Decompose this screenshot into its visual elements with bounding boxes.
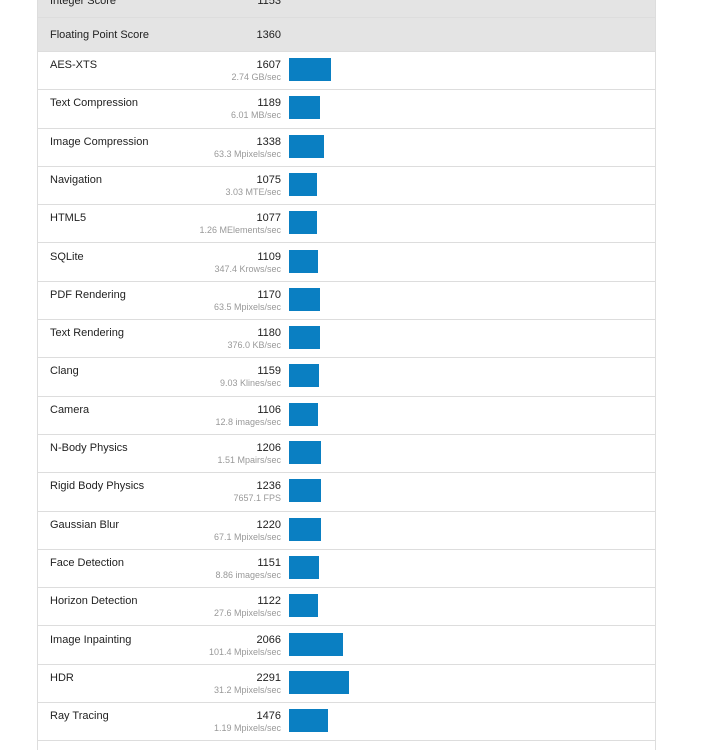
benchmark-rate: 8.86 images/sec bbox=[215, 569, 281, 580]
benchmark-row: Text Compression 1189 6.01 MB/sec bbox=[38, 90, 655, 129]
benchmark-name: Gaussian Blur bbox=[50, 518, 120, 531]
benchmark-score: 1122 bbox=[257, 595, 281, 608]
benchmark-row: Clang 1159 9.03 Klines/sec bbox=[38, 358, 655, 397]
benchmark-name: Text Compression bbox=[50, 97, 139, 110]
benchmark-rate: 63.5 Mpixels/sec bbox=[213, 301, 281, 312]
benchmark-score: 1206 bbox=[256, 442, 281, 454]
benchmark-score: 2291 bbox=[256, 671, 281, 684]
score-bar bbox=[289, 249, 319, 273]
benchmark-rate: 3.03 MTE/sec bbox=[225, 186, 281, 197]
benchmark-name: Text Rendering bbox=[50, 327, 124, 340]
header-name: Floating Point Score bbox=[50, 29, 150, 41]
score-bar bbox=[289, 594, 319, 618]
benchmark-rate: 27.6 Mpixels/sec bbox=[213, 608, 281, 619]
benchmark-rate: 347.4 Krows/sec bbox=[214, 263, 281, 274]
score-bar bbox=[289, 441, 321, 464]
benchmark-row: AES-XTS 1607 2.74 GB/sec bbox=[38, 52, 655, 91]
benchmark-score: 2066 bbox=[256, 633, 281, 646]
benchmark-name: Face Detection bbox=[50, 556, 124, 569]
benchmark-name: N-Body Physics bbox=[50, 442, 128, 454]
benchmark-row: HTML5 1077 1.26 MElements/sec bbox=[38, 205, 655, 244]
score-bar bbox=[289, 670, 350, 694]
benchmark-rate: 7657.1 FPS bbox=[233, 493, 281, 504]
benchmark-name: AES-XTS bbox=[50, 59, 98, 71]
benchmark-rate: 9.03 Klines/sec bbox=[219, 378, 281, 389]
benchmark-rate: 63.3 Mpixels/sec bbox=[213, 148, 281, 159]
score-bar bbox=[289, 96, 321, 120]
score-bar bbox=[289, 555, 320, 579]
benchmark-row: Face Detection 1151 8.86 images/sec bbox=[38, 550, 655, 589]
score-bar bbox=[289, 211, 318, 235]
benchmark-score: 1220 bbox=[256, 518, 281, 531]
benchmark-row: Navigation 1075 3.03 MTE/sec bbox=[38, 167, 655, 206]
benchmark-row: HDR 2291 31.2 Mpixels/sec bbox=[38, 665, 655, 704]
benchmark-row: SQLite 1109 347.4 Krows/sec bbox=[38, 244, 655, 282]
benchmark-row: Ray Tracing 1476 1.19 Mpixels/sec bbox=[38, 703, 655, 742]
score-bar bbox=[289, 364, 320, 388]
benchmark-rate: 12.8 images/sec bbox=[215, 416, 281, 427]
benchmark-name: Image Inpainting bbox=[50, 633, 132, 646]
header-row: Integer Score 1153 bbox=[38, 0, 655, 18]
benchmark-score: 1180 bbox=[257, 327, 281, 340]
benchmark-name: Horizon Detection bbox=[50, 595, 138, 608]
benchmark-score: 1189 bbox=[257, 97, 281, 110]
benchmark-rate: 2.74 GB/sec bbox=[231, 72, 281, 82]
benchmark-row: Text Rendering 1180 376.0 KB/sec bbox=[38, 320, 655, 359]
score-bar bbox=[289, 632, 344, 656]
benchmark-score: 1106 bbox=[257, 403, 281, 416]
benchmark-row: PDF Rendering 1170 63.5 Mpixels/sec bbox=[38, 282, 655, 321]
benchmark-score: 1236 bbox=[256, 480, 281, 493]
header-row: Floating Point Score 1360 bbox=[38, 18, 655, 52]
benchmark-row: Gaussian Blur 1220 67.1 Mpixels/sec bbox=[38, 512, 655, 550]
score-bar bbox=[289, 287, 320, 311]
score-bar bbox=[289, 402, 318, 426]
score-bar bbox=[289, 134, 325, 158]
benchmark-rate: 1.51 Mpairs/sec bbox=[217, 455, 281, 465]
score-bar bbox=[289, 517, 321, 541]
benchmark-score: 1170 bbox=[257, 288, 281, 301]
benchmark-rate: 1.26 MElements/sec bbox=[199, 225, 281, 236]
header-name: Integer Score bbox=[50, 0, 117, 7]
benchmark-score: 1338 bbox=[256, 135, 281, 148]
benchmark-name: HDR bbox=[50, 671, 74, 684]
benchmark-score: 1077 bbox=[256, 212, 281, 225]
benchmark-row: N-Body Physics 1206 1.51 Mpairs/sec bbox=[38, 435, 655, 474]
benchmark-rate: 376.0 KB/sec bbox=[227, 340, 281, 351]
benchmark-name: Navigation bbox=[50, 173, 102, 186]
benchmark-name: Camera bbox=[50, 403, 90, 416]
benchmark-row: Image Inpainting 2066 101.4 Mpixels/sec bbox=[38, 627, 655, 665]
partial-row bbox=[38, 741, 655, 750]
benchmark-name: Ray Tracing bbox=[50, 710, 109, 723]
benchmark-name: PDF Rendering bbox=[50, 288, 126, 301]
benchmark-score: 1159 bbox=[257, 365, 281, 378]
benchmark-rate: 101.4 Mpixels/sec bbox=[208, 646, 281, 657]
score-bar bbox=[289, 479, 322, 503]
benchmark-row: Horizon Detection 1122 27.6 Mpixels/sec bbox=[38, 588, 655, 627]
benchmark-name: Clang bbox=[50, 365, 79, 378]
benchmark-row: Image Compression 1338 63.3 Mpixels/sec bbox=[38, 129, 655, 167]
score-bar bbox=[289, 326, 320, 350]
benchmark-name: SQLite bbox=[50, 250, 84, 263]
score-bar bbox=[289, 58, 332, 81]
score-bar bbox=[289, 709, 328, 733]
benchmark-rate: 31.2 Mpixels/sec bbox=[213, 684, 281, 695]
benchmark-score: 1109 bbox=[257, 250, 281, 263]
benchmark-row: Camera 1106 12.8 images/sec bbox=[38, 397, 655, 435]
benchmark-score: 1075 bbox=[256, 173, 281, 186]
benchmark-score: 1476 bbox=[256, 710, 281, 723]
benchmark-row: Rigid Body Physics 1236 7657.1 FPS bbox=[38, 473, 655, 512]
score-bar bbox=[289, 172, 318, 196]
header-score: 1360 bbox=[256, 29, 281, 41]
benchmark-score: 1151 bbox=[257, 556, 281, 569]
header-score: 1153 bbox=[257, 0, 281, 7]
benchmark-name: Rigid Body Physics bbox=[50, 480, 145, 493]
benchmark-rate: 1.19 Mpixels/sec bbox=[213, 723, 281, 734]
results-panel: Integer Score 1153 Floating Point Score 136… bbox=[37, 0, 656, 750]
benchmark-rate: 6.01 MB/sec bbox=[230, 110, 281, 121]
benchmark-score: 1607 bbox=[256, 59, 281, 71]
benchmark-name: Image Compression bbox=[50, 135, 149, 148]
benchmark-rate: 67.1 Mpixels/sec bbox=[213, 531, 281, 542]
benchmark-name: HTML5 bbox=[50, 212, 87, 225]
